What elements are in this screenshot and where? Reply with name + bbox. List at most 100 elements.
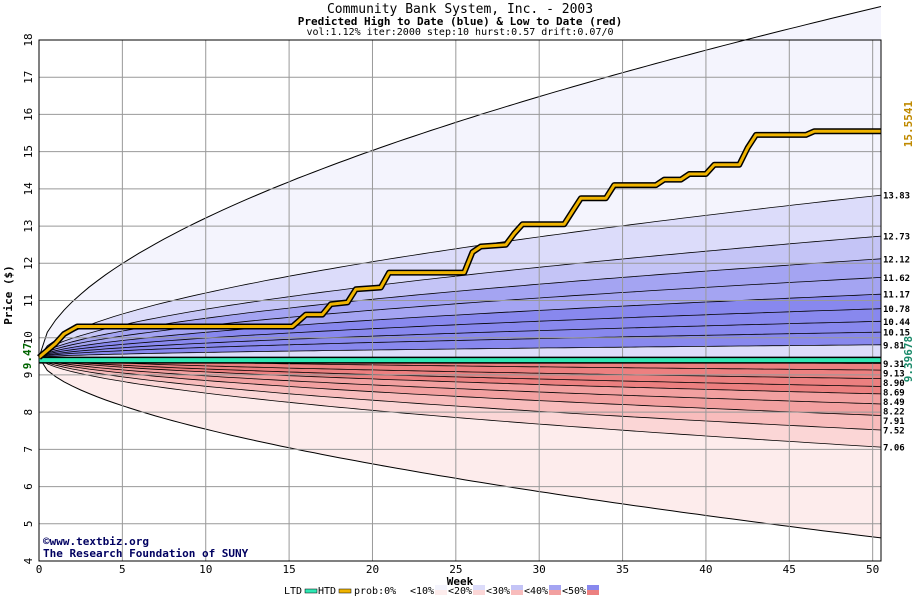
end-value-label: 11.62 xyxy=(883,274,910,284)
legend-prob-swatch-low xyxy=(549,590,561,595)
end-value-labels: 13.83 12.73 12.12 11.62 11.17 10.78 10.4410.15… xyxy=(883,192,911,454)
x-tick-label: 45 xyxy=(783,563,796,576)
x-tick-label: 40 xyxy=(699,563,712,576)
probability-band xyxy=(39,236,881,358)
end-value-label: 12.73 xyxy=(883,233,910,243)
x-tick-label: 20 xyxy=(366,563,379,576)
end-value-label: 9.13 xyxy=(883,369,905,379)
y-tick-label: 5 xyxy=(22,520,35,527)
end-value-label: 8.90 xyxy=(883,379,905,389)
band-boundary-line xyxy=(38,357,882,431)
end-value-label: 8.49 xyxy=(883,398,905,408)
end-value-label: 8.22 xyxy=(883,407,905,417)
legend-prob-swatch-high xyxy=(435,585,447,590)
legend-prob-swatch-low xyxy=(511,590,523,595)
probability-band xyxy=(39,357,881,394)
htd-line xyxy=(38,129,881,359)
y-tick-label: 7 xyxy=(22,446,35,453)
series-lines xyxy=(37,128,881,364)
x-tick-label: 0 xyxy=(36,563,43,576)
y-tick-label: 4 xyxy=(22,557,35,564)
end-value-label: 10.15 xyxy=(883,329,910,339)
band-boundary-line xyxy=(38,235,882,358)
envelope-line xyxy=(38,357,882,539)
band-boundary-line xyxy=(38,357,882,395)
legend-prob-label: <40% xyxy=(524,586,548,597)
legend-prob-swatch-low xyxy=(397,590,409,595)
end-value-label: 7.52 xyxy=(883,427,905,437)
end-value-label: 9.81 xyxy=(883,341,905,351)
end-value-label: 8.69 xyxy=(883,388,905,398)
x-tick-label: 35 xyxy=(616,563,629,576)
probability-band xyxy=(39,195,881,358)
credit-website: ©www.textbiz.org xyxy=(43,535,149,548)
legend-prob-swatch-high xyxy=(587,585,599,590)
legend-prob-swatch-high xyxy=(549,585,561,590)
ltd-final-label: 9.39678 xyxy=(902,336,915,382)
legend-htd-label: HTD xyxy=(318,586,336,597)
probability-band xyxy=(39,357,881,538)
end-value-label: 7.91 xyxy=(883,417,905,427)
x-tick-label: 50 xyxy=(866,563,879,576)
y-tick-label: 15 xyxy=(22,145,35,158)
end-value-label: 9.31 xyxy=(883,360,905,370)
y-tick-label: 11 xyxy=(22,294,35,307)
credit-institution: The Research Foundation of SUNY xyxy=(43,547,249,560)
band-boundary-line xyxy=(38,320,882,358)
end-value-label: 11.17 xyxy=(883,291,910,301)
band-boundary-line xyxy=(38,331,882,358)
legend-prob-label: <20% xyxy=(448,586,472,597)
band-boundary-line xyxy=(38,308,882,358)
legend-prob-swatch-low xyxy=(587,590,599,595)
legend-prob-label: <30% xyxy=(486,586,510,597)
start-price-label: 9.47 xyxy=(21,343,34,370)
y-tick-label: 16 xyxy=(22,108,35,121)
band-boundary-line xyxy=(38,357,882,405)
end-value-label: 7.06 xyxy=(883,444,905,454)
probability-band xyxy=(39,357,881,448)
probability-bands xyxy=(39,6,881,538)
chart-subtitle: Predicted High to Date (blue) & Low to D… xyxy=(297,15,623,28)
y-tick-label: 14 xyxy=(22,182,35,196)
legend-prob-swatch-low xyxy=(473,590,485,595)
end-value-label: 12.12 xyxy=(883,255,910,265)
band-boundary-line xyxy=(38,258,882,358)
y-tick-label: 8 xyxy=(22,409,35,416)
y-tick-label: 17 xyxy=(22,71,35,84)
envelope-line xyxy=(38,6,882,358)
y-tick-label: 6 xyxy=(22,483,35,490)
y-tick-label: 13 xyxy=(22,219,35,232)
legend-prob-swatch-low xyxy=(435,590,447,595)
band-boundary-line xyxy=(38,357,882,387)
legend-prob-label: <10% xyxy=(410,586,434,597)
probability-band xyxy=(39,344,881,361)
y-tick-label: 10 xyxy=(22,331,35,344)
chart-parameters: vol:1.12% iter:2000 step:10 hurst:0.57 d… xyxy=(306,27,614,38)
legend-prob-swatch-high xyxy=(397,585,409,590)
plot-frame xyxy=(38,39,882,562)
band-boundary-line xyxy=(38,357,882,416)
chart-title: Community Bank System, Inc. - 2003 xyxy=(326,2,594,17)
legend-ltd-swatch xyxy=(304,588,318,594)
y-tick-label: 12 xyxy=(22,257,35,270)
legend-htd-swatch xyxy=(338,588,352,594)
end-value-label: 10.44 xyxy=(883,318,911,328)
band-boundary-line xyxy=(38,357,882,448)
band-boundary-line xyxy=(38,344,882,358)
y-tick-label: 9 xyxy=(22,372,35,379)
probability-band xyxy=(39,6,881,358)
y-tick-label: 18 xyxy=(22,33,35,46)
band-boundary-line xyxy=(38,194,882,358)
legend-prob-label: <50% xyxy=(562,586,586,597)
probability-band xyxy=(39,294,881,358)
x-axis-label: Week xyxy=(447,575,474,588)
probability-band xyxy=(39,357,881,416)
probability-band xyxy=(39,258,881,358)
x-tick-label: 30 xyxy=(533,563,546,576)
x-tick-label: 25 xyxy=(449,563,462,576)
legend-prob-swatch-high xyxy=(473,585,485,590)
legend-prob-swatch-high xyxy=(511,585,523,590)
legend-ltd-label: LTD xyxy=(284,586,302,597)
legend-prob-label: prob:0% xyxy=(354,586,396,597)
